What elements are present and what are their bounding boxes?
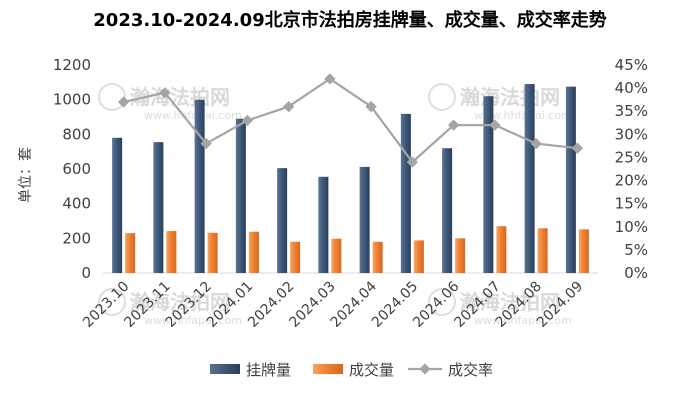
legend-item: 挂牌量 [210, 361, 291, 379]
bar-transaction [331, 238, 342, 273]
y-left-tick-label: 800 [62, 125, 91, 143]
y-left-tick-label: 0 [81, 264, 91, 282]
watermark-seal-icon [98, 288, 126, 316]
bar-transaction [248, 231, 259, 273]
rate-point [406, 156, 419, 168]
bar-transaction [455, 238, 466, 273]
watermark-seal-icon [428, 288, 456, 316]
rate-point [200, 137, 212, 150]
watermark-url: www.hhfapai.com [474, 109, 572, 122]
legend-item: 成交率 [408, 361, 493, 379]
y-left-tick-label: 400 [62, 195, 91, 213]
bars-layer [112, 84, 589, 274]
y-left-tick-label: 200 [62, 229, 91, 247]
y-right-tick-label: 40% [615, 79, 648, 97]
watermark-seal-icon [98, 83, 126, 111]
legend-marker [419, 363, 431, 375]
watermark-url: www.hhfapai.com [144, 109, 242, 122]
legend-label: 成交量 [349, 361, 394, 379]
bar-transaction [496, 226, 507, 273]
bar-transaction [578, 229, 589, 273]
bar-listing [112, 137, 123, 273]
y-axis-label: 单位：套 [18, 147, 34, 203]
watermark-text: 瀚海法拍网 [130, 290, 230, 314]
legend-swatch [210, 364, 240, 374]
watermark-seal-icon [428, 83, 456, 111]
legend-label: 挂牌量 [246, 361, 291, 379]
y-right-tick-label: 25% [615, 148, 648, 166]
bar-transaction [290, 241, 301, 273]
watermark-text: 瀚海法拍网 [460, 290, 560, 314]
bar-listing [194, 99, 205, 274]
y-left-tick-label: 600 [62, 160, 91, 178]
y-right-tick-label: 15% [615, 195, 648, 213]
bar-listing [153, 142, 164, 273]
bar-listing [442, 148, 453, 273]
rate-point [117, 96, 130, 108]
bar-transaction [413, 240, 424, 273]
rate-line [123, 77, 578, 164]
chart-title: 2023.10-2024.09北京市法拍房挂牌量、成交量、成交率走势 [93, 10, 607, 31]
y-left-tick-label: 1000 [53, 91, 91, 109]
watermark-url: www.hhfapai.com [474, 314, 572, 327]
axes: 0 200 400 600 800 1000 1200 0% 5% 10% 15% 20% 25% 30%… [53, 56, 648, 282]
bar-transaction [372, 241, 383, 273]
bar-listing [318, 176, 329, 273]
y-right-tick-label: 45% [615, 56, 648, 74]
y-right-tick-label: 20% [615, 172, 648, 190]
bar-transaction [125, 233, 136, 273]
legend-label: 成交率 [448, 361, 493, 379]
bar-listing [359, 166, 370, 273]
y-right-tick-label: 35% [615, 102, 648, 120]
bar-listing [235, 118, 246, 273]
bar-listing [483, 96, 494, 273]
y-left-tick-label: 1200 [53, 56, 91, 74]
legend-swatch [313, 364, 343, 374]
y-right-tick-label: 30% [615, 125, 648, 143]
legend: 挂牌量 成交量 成交率 [210, 361, 493, 379]
watermark-text: 瀚海法拍网 [460, 85, 560, 109]
y-right-tick-label: 0% [624, 264, 648, 282]
y-right-tick-label: 10% [615, 218, 648, 236]
bar-listing [400, 113, 411, 273]
rate-point [571, 142, 584, 154]
legend-item: 成交量 [313, 361, 394, 379]
rate-point [530, 137, 542, 150]
bar-transaction [537, 228, 548, 273]
watermark-layer: 瀚海法拍网www.hhfapai.com瀚海法拍网www.hhfapai.com… [98, 83, 572, 327]
bar-listing [277, 168, 288, 273]
bar-listing [524, 84, 535, 273]
bar-listing [565, 86, 576, 274]
bar-transaction [166, 231, 177, 273]
y-right-tick-label: 5% [624, 241, 648, 259]
bar-transaction [207, 232, 218, 273]
watermark-url: www.hhfapai.com [144, 314, 242, 327]
